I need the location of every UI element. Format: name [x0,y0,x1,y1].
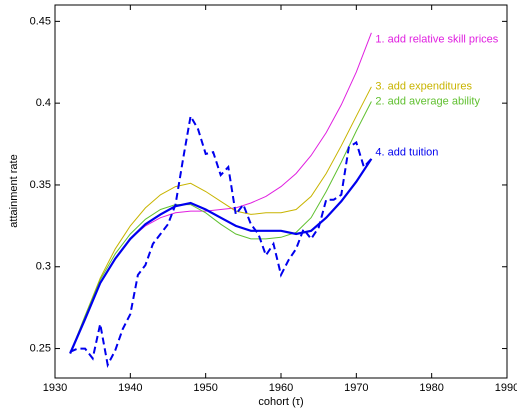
series-label: 4. add tuition [375,147,438,159]
x-tick-label: 1970 [344,382,368,394]
series-line [69,101,372,354]
series-label: 2. add average ability [375,95,480,107]
series-label: 3. add expenditures [375,81,472,93]
x-tick-label: 1950 [193,382,217,394]
series-line [69,86,372,354]
x-tick-label: 1990 [495,382,517,394]
series-line [69,113,373,368]
y-tick-label: 0.25 [30,342,51,354]
y-tick-label: 0.4 [36,97,51,109]
x-axis-label: cohort (τ) [258,396,303,408]
y-tick-label: 0.3 [36,261,51,273]
series-line [69,32,372,354]
plot-frame [54,4,508,379]
series-line [69,158,373,354]
series-label: 1. add relative skill prices [375,34,498,46]
x-tick-label: 1940 [118,382,142,394]
x-tick-label: 1930 [43,382,67,394]
x-tick-label: 1960 [269,382,293,394]
y-axis-label: attainment rate [8,154,20,227]
y-tick-label: 0.35 [30,179,51,191]
x-tick-label: 1980 [419,382,443,394]
y-tick-label: 0.45 [30,15,51,27]
